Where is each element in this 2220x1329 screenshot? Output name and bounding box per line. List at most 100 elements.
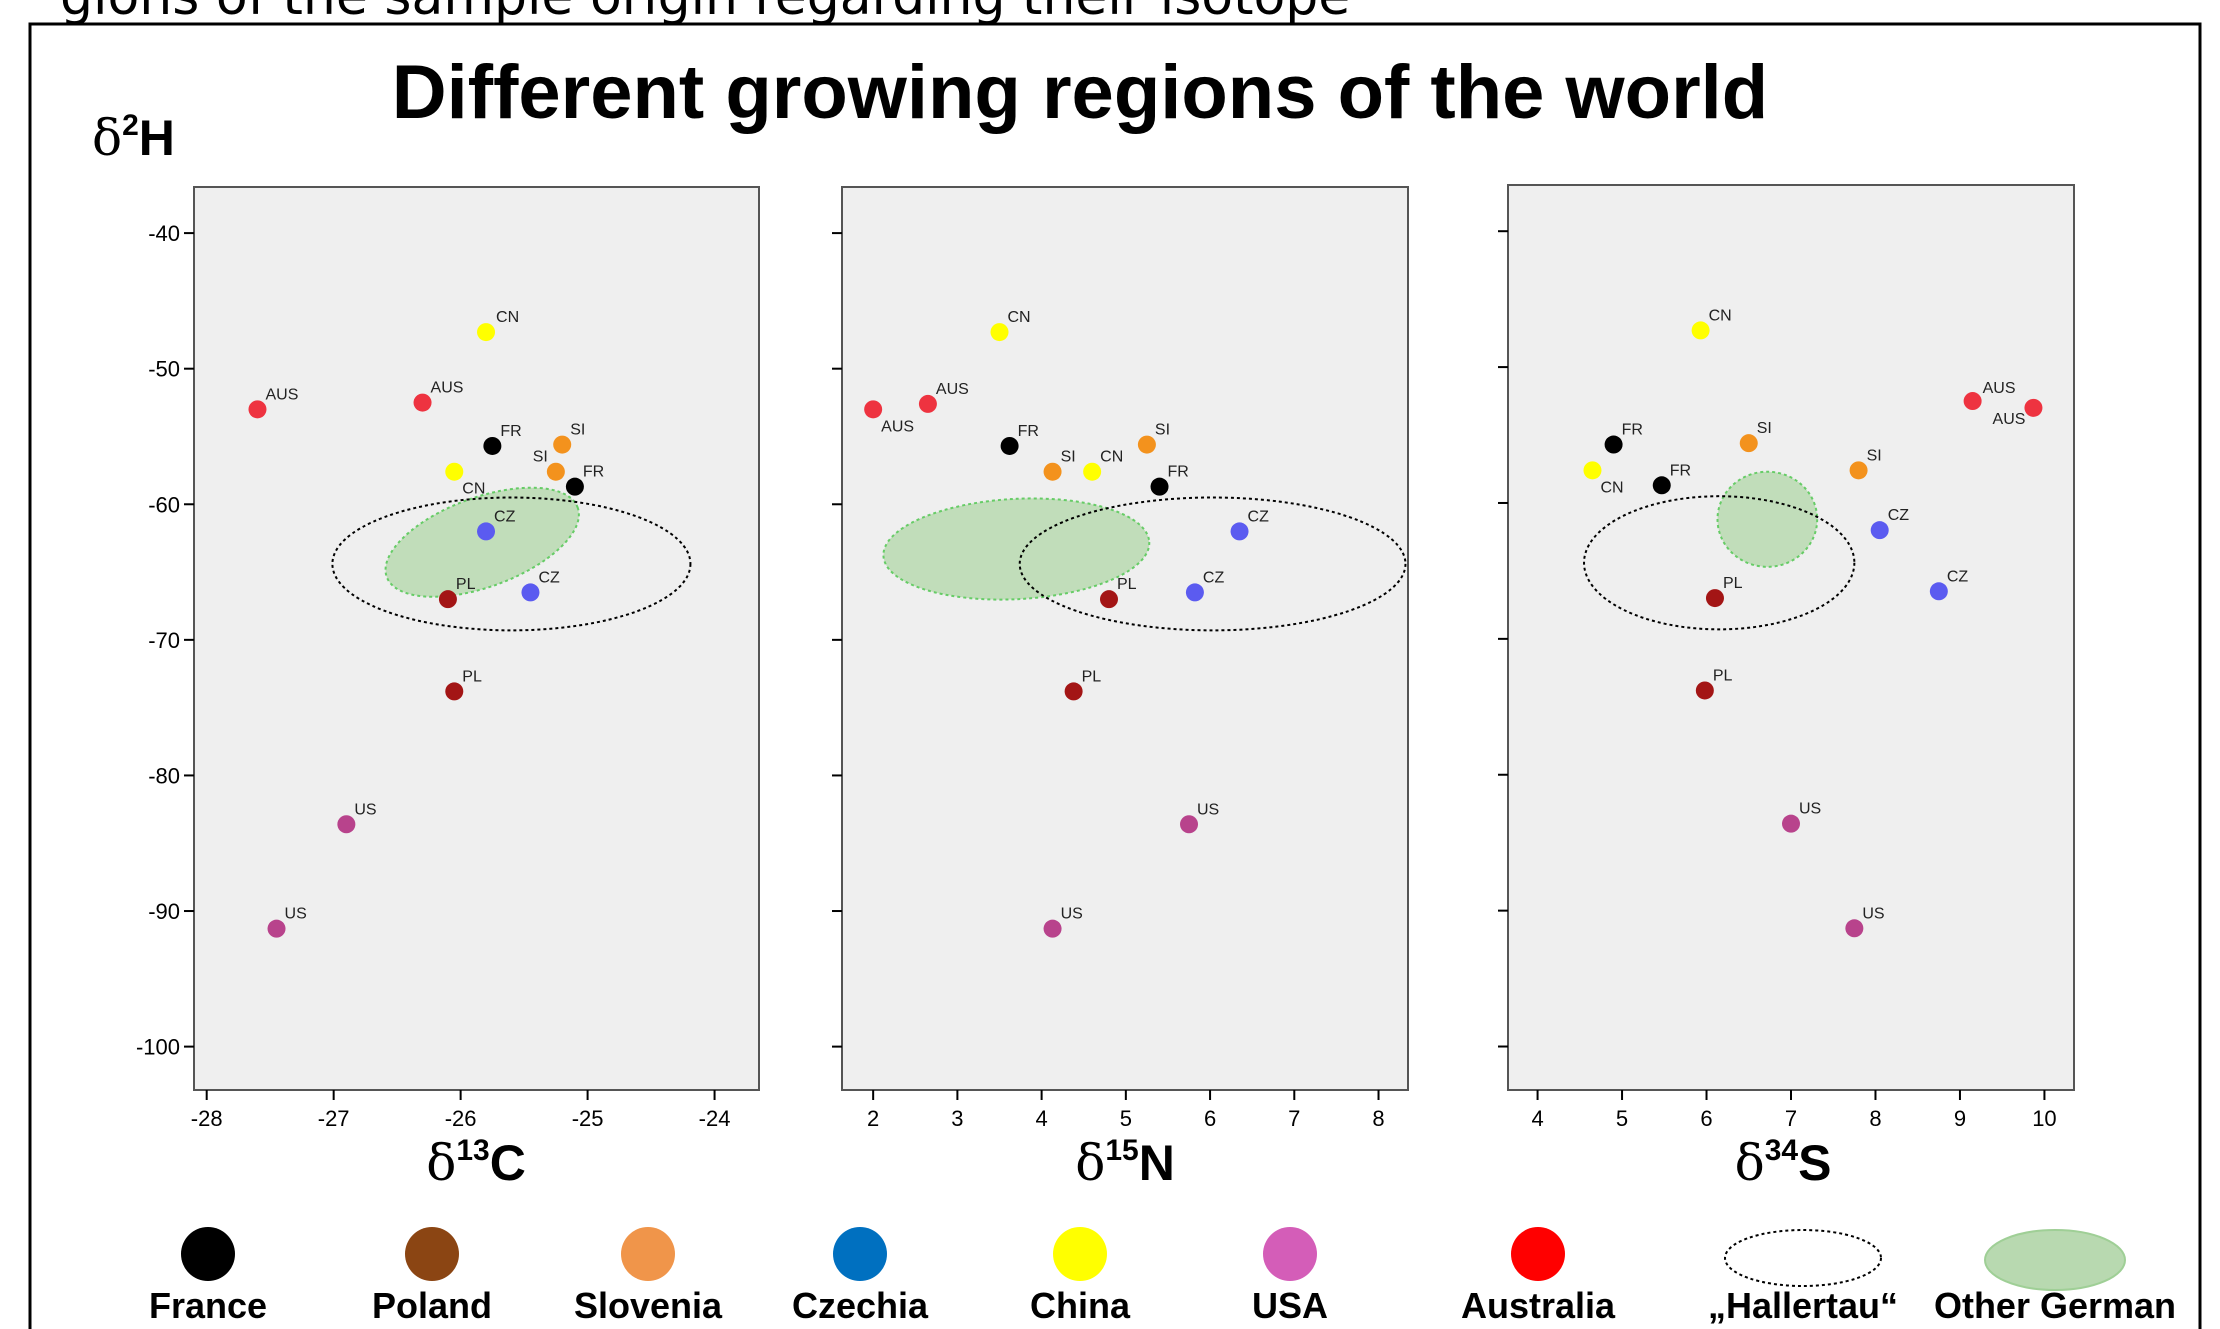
points-layer: CN AUS AUS FR SI CN SI FR CZ CZ PL PL US US — [1583, 307, 2043, 938]
point-australia — [248, 400, 267, 419]
legend-swatch — [181, 1227, 235, 1281]
point-czechia — [1870, 521, 1889, 540]
point-australia — [864, 400, 883, 419]
point-france — [1652, 476, 1671, 495]
point-china — [1691, 321, 1710, 340]
legend-label: Poland — [372, 1285, 492, 1326]
point-label: PL — [1713, 667, 1733, 684]
legend-swatch — [833, 1227, 887, 1281]
point-australia — [918, 394, 937, 413]
point-label: CZ — [1203, 569, 1225, 586]
point-czechia — [477, 522, 496, 541]
point-label: US — [1799, 801, 1821, 818]
point-france — [1604, 435, 1623, 454]
y-tick-label: -70 — [148, 628, 180, 653]
panel-frame — [193, 186, 760, 1091]
point-poland — [445, 682, 464, 701]
point-usa — [1845, 919, 1864, 938]
ellipses-layer — [882, 496, 1407, 632]
legend-label: Other German — [1934, 1285, 2176, 1326]
point-label: PL — [462, 668, 482, 685]
point-china — [1583, 461, 1602, 480]
y-tick-label: -50 — [148, 357, 180, 382]
point-slovenia — [1043, 462, 1062, 481]
panel-frame — [1507, 184, 2075, 1091]
point-label: AUS — [431, 380, 464, 397]
x-tick-label: 8 — [1869, 1106, 1881, 1131]
x-tick-label: 4 — [1531, 1106, 1543, 1131]
x-tick-label: 5 — [1616, 1106, 1628, 1131]
point-label: PL — [456, 576, 476, 593]
x-tick-label: 9 — [1954, 1106, 1966, 1131]
point-label: FR — [500, 423, 521, 440]
point-label: US — [1862, 905, 1884, 922]
hallertau-ellipse — [1583, 495, 1856, 631]
point-china — [477, 323, 496, 342]
legend-swatch — [1053, 1227, 1107, 1281]
point-poland — [1705, 589, 1724, 608]
point-australia — [1963, 392, 1982, 411]
point-china — [1083, 462, 1102, 481]
legend: France Poland Slovenia Czechia China USA Austr… — [149, 1227, 2176, 1326]
point-usa — [1782, 814, 1800, 833]
y-axis — [832, 232, 842, 1048]
x-axis: -28 -27 -26 -25 -24 — [191, 1090, 731, 1131]
point-label: CN — [1100, 449, 1123, 466]
point-poland — [1695, 681, 1714, 700]
point-usa — [267, 919, 286, 938]
x-tick-label: -26 — [445, 1106, 477, 1131]
point-australia — [413, 393, 432, 412]
y-axis — [1498, 230, 1508, 1048]
point-label: SI — [533, 449, 548, 466]
x-tick-label: 3 — [951, 1106, 963, 1131]
point-france — [565, 477, 584, 496]
x-tick-label: -24 — [699, 1106, 731, 1131]
point-label: AUS — [265, 386, 298, 403]
x-tick-label: 7 — [1288, 1106, 1300, 1131]
legend-swatch — [1984, 1229, 2126, 1291]
point-label: CZ — [1248, 508, 1270, 525]
x-tick-label: -28 — [191, 1106, 223, 1131]
x-axis: 4 5 6 7 8 9 10 — [1531, 1090, 2057, 1131]
x-tick-label: -27 — [318, 1106, 350, 1131]
point-slovenia — [1849, 461, 1868, 480]
point-label: CZ — [538, 569, 560, 586]
point-poland — [1064, 682, 1083, 701]
x-tick-label: 10 — [2032, 1106, 2056, 1131]
point-slovenia — [553, 435, 572, 454]
points-layer: CN AUS AUS FR SI SI FR CN CZ CZ PL PL US US — [248, 309, 604, 938]
point-czechia — [1185, 583, 1204, 602]
point-usa — [1180, 815, 1199, 834]
point-poland — [1099, 590, 1118, 609]
point-label: FR — [1168, 464, 1189, 481]
point-label: CN — [1709, 307, 1732, 324]
point-label: SI — [1757, 420, 1772, 437]
point-label: CN — [496, 309, 519, 326]
legend-swatch — [1511, 1227, 1565, 1281]
panel-frame — [841, 186, 1409, 1091]
x-axis-label-d34s: δ34S — [1735, 1134, 1832, 1192]
point-label: CZ — [1888, 507, 1910, 524]
other-german-ellipse — [384, 486, 580, 598]
point-label: FR — [1622, 422, 1643, 439]
legend-label: „Hallertau“ — [1708, 1285, 1898, 1326]
point-label: CN — [462, 481, 485, 498]
point-label: FR — [1018, 423, 1039, 440]
point-label: FR — [1670, 462, 1691, 479]
x-tick-label: 8 — [1372, 1106, 1384, 1131]
y-tick-label: -60 — [148, 492, 180, 517]
point-label: US — [285, 906, 307, 923]
chart-title: Different growing regions of the world — [392, 50, 1768, 135]
x-axis-label-d13c: δ13C — [426, 1134, 526, 1192]
legend-label: Czechia — [792, 1285, 929, 1326]
point-france — [1150, 477, 1169, 496]
panel-d15n: 2 3 4 5 6 7 8 CN AUS AUS FR SI SI CN FR CZ CZ PL PL US US δ… — [832, 186, 1409, 1192]
y-axis-label: δ2H — [92, 109, 175, 167]
x-tick-label: 4 — [1035, 1106, 1047, 1131]
point-czechia — [1230, 522, 1249, 541]
point-usa — [337, 815, 356, 834]
other-german-ellipse — [1716, 470, 1819, 568]
point-label: AUS — [881, 418, 914, 435]
point-label: PL — [1723, 575, 1743, 592]
